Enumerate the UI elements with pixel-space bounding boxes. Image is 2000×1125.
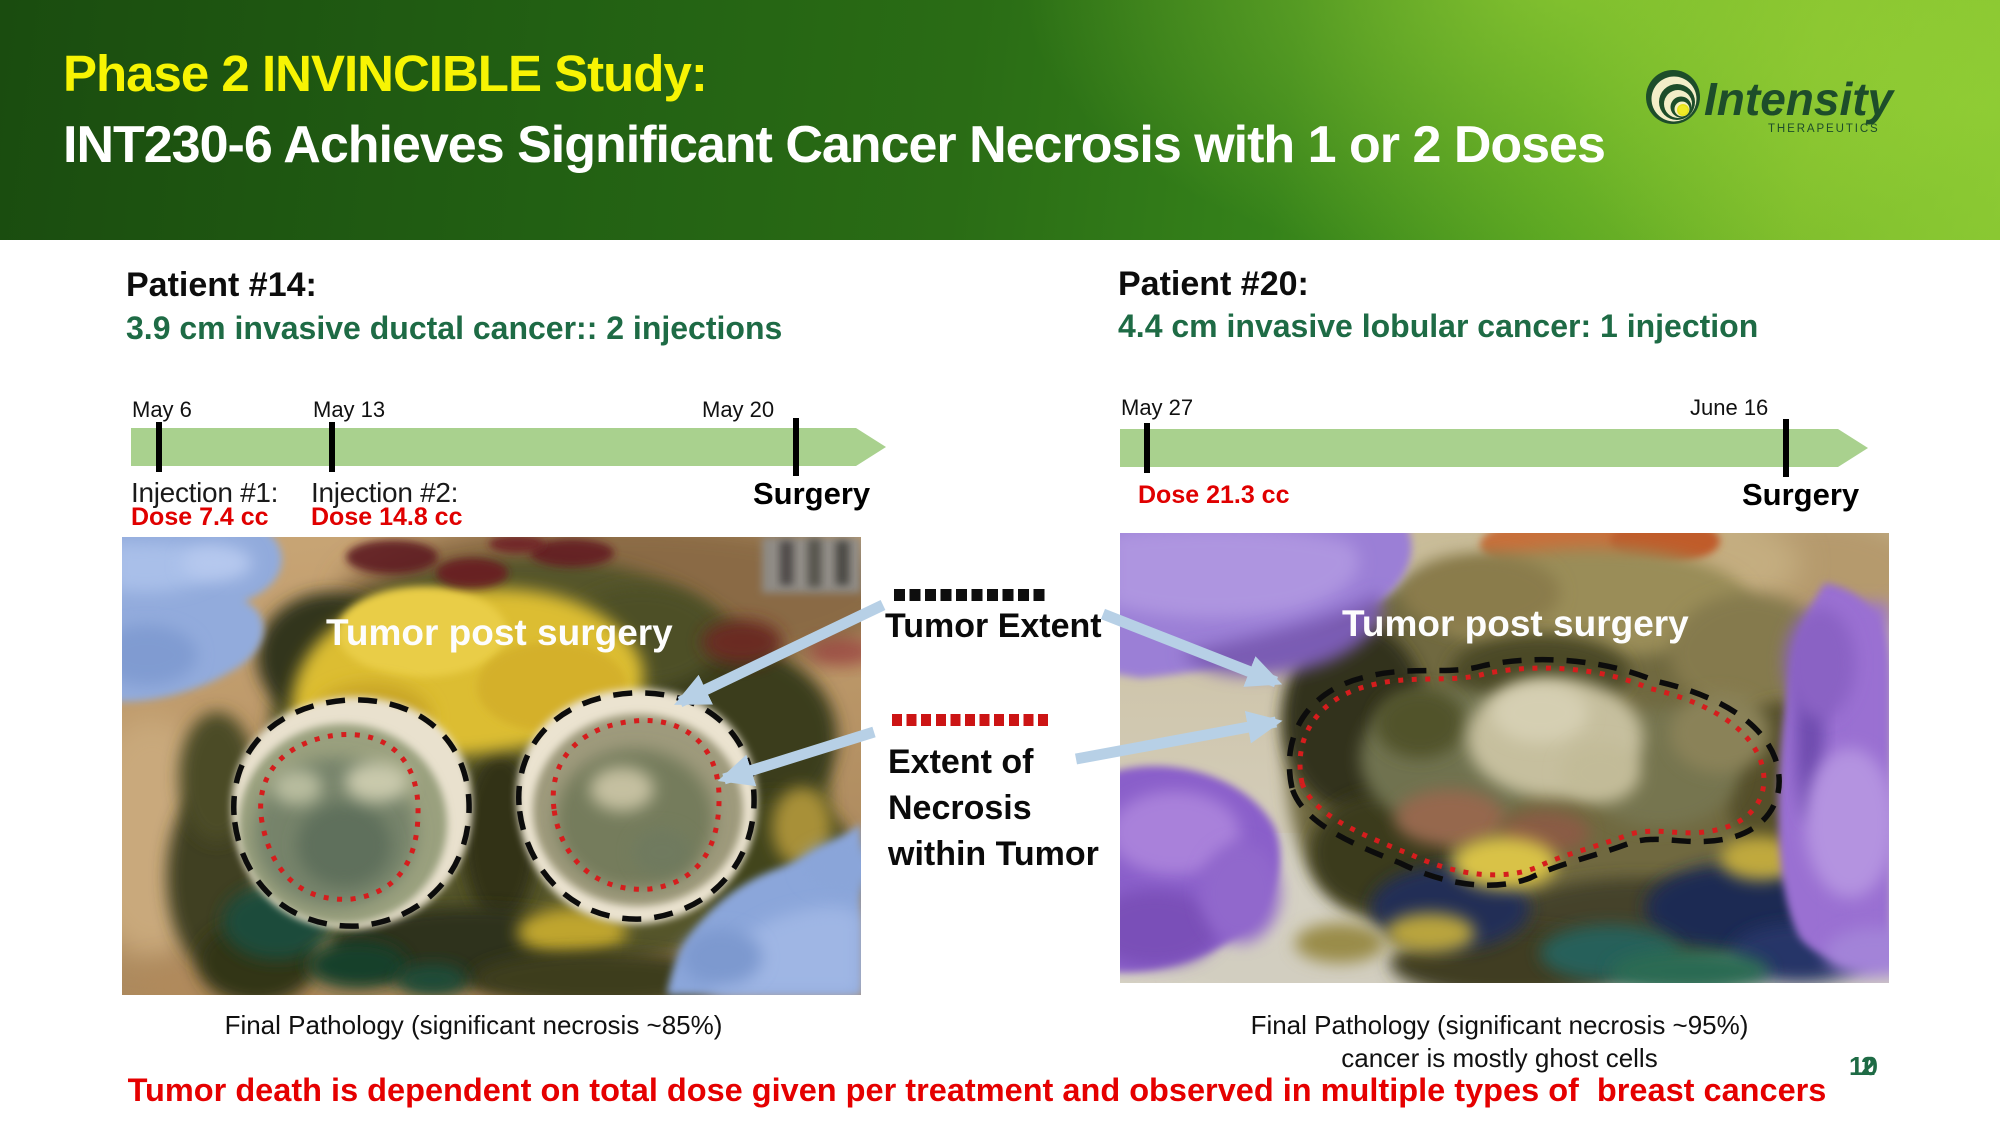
svg-text:Tumor post surgery: Tumor post surgery: [326, 612, 673, 653]
svg-text:Intensity: Intensity: [1704, 73, 1896, 125]
svg-text:THERAPEUTICS: THERAPEUTICS: [1768, 123, 1880, 135]
svg-text:Tumor post surgery: Tumor post surgery: [1342, 603, 1689, 644]
